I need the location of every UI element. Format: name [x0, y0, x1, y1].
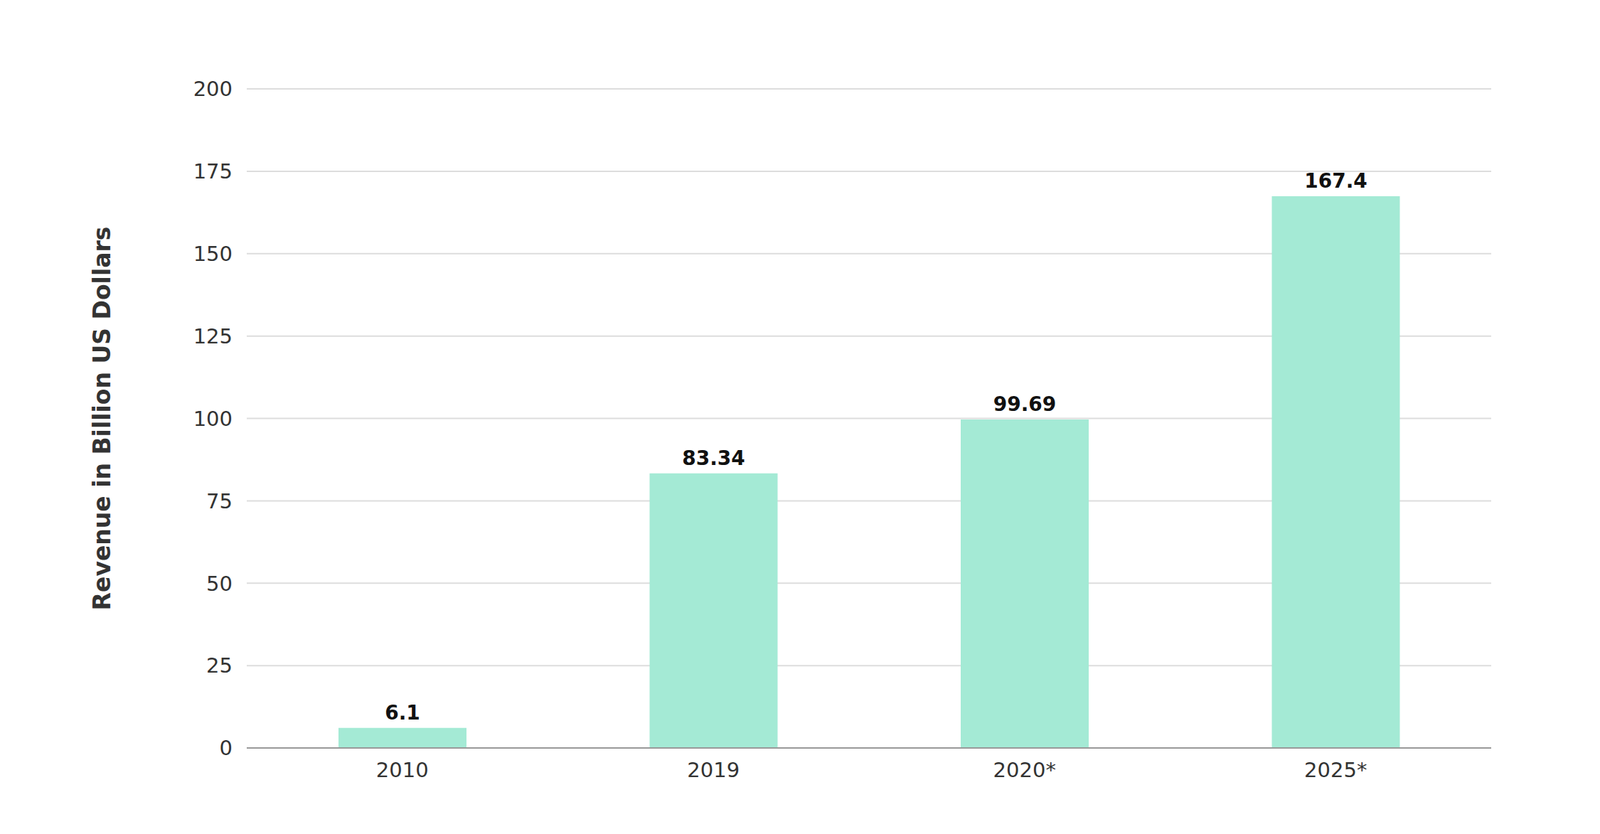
svg-text:6.1: 6.1 [384, 701, 421, 725]
svg-text:100: 100 [193, 406, 233, 431]
svg-text:175: 175 [193, 159, 233, 184]
svg-text:Revenue in Billion US Dollars: Revenue in Billion US Dollars [88, 226, 116, 611]
svg-text:50: 50 [206, 571, 233, 596]
svg-text:2010: 2010 [376, 758, 429, 783]
svg-text:2025*: 2025* [1304, 758, 1367, 783]
svg-text:2019: 2019 [686, 758, 740, 783]
svg-text:200: 200 [193, 76, 233, 101]
svg-text:167.4: 167.4 [1304, 169, 1368, 193]
svg-text:83.34: 83.34 [681, 446, 746, 471]
svg-text:75: 75 [206, 489, 233, 514]
svg-text:99.69: 99.69 [993, 392, 1057, 416]
svg-text:125: 125 [193, 324, 233, 349]
svg-text:0: 0 [219, 736, 233, 761]
svg-text:150: 150 [193, 241, 233, 266]
svg-text:2020*: 2020* [993, 758, 1056, 783]
svg-text:25: 25 [206, 653, 233, 678]
